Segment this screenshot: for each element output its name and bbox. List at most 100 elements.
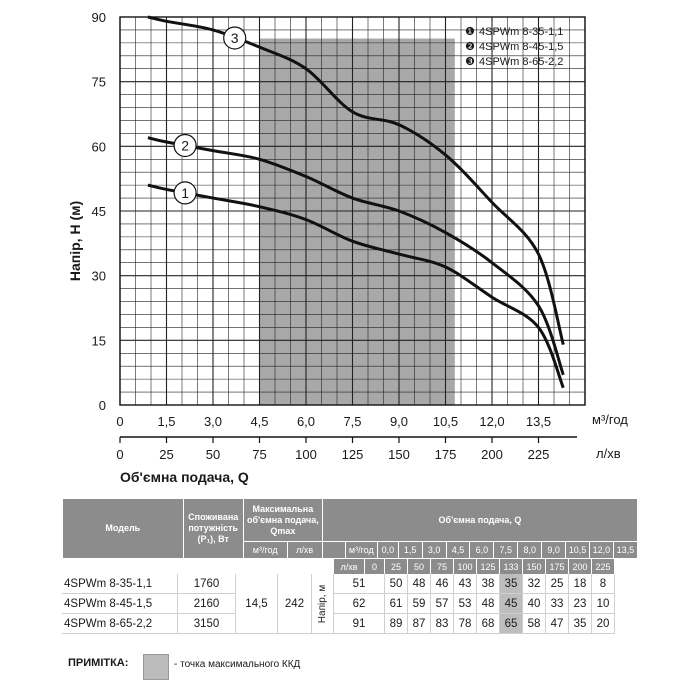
x-tick-labels-l: 0 25 50 75 100 125 150 175 200 225 [116,437,549,462]
head-value-5: 38 [477,574,500,594]
x-tick-label-m3: 3,0 [204,414,222,429]
x-tick-label-m3: 6,0 [297,414,315,429]
head-value-5: 48 [477,594,500,614]
note-text: - точка максимального ККД [174,659,301,670]
flow-l-4: 100 [454,558,477,574]
curve-marker-label-1: 1 [181,185,189,201]
flow-m3-0: 0,0 [376,541,399,559]
head-value-3: 83 [431,614,454,634]
note-swatch [143,654,169,680]
head-value-1: 50 [385,574,408,594]
flow-l-2: 50 [408,558,431,574]
x-tick-label-l: 225 [528,447,550,462]
curve-marker-label-3: 3 [231,30,239,46]
head-value-7: 58 [523,614,546,634]
head-value-6: 45 [500,594,523,614]
head-value-4: 43 [454,574,477,594]
x-tick-labels-m3: 0 1,5 3,0 4,5 6,0 7,5 9,0 10,5 12,0 13,5 [116,414,551,429]
flow-m3-8: 10,5 [565,541,590,559]
flow-m3-4: 6,0 [469,541,495,559]
x-tick-label-l: 75 [252,447,266,462]
y-tick-label: 15 [92,333,106,348]
curve-3 [147,15,565,346]
flow-l-8: 175 [546,558,569,574]
x-unit-m3-label: м³/год [592,412,628,427]
head-value-8: 33 [546,594,569,614]
x-tick-label-m3: 4,5 [250,414,268,429]
head-value-3: 57 [431,594,454,614]
x-tick-label-m3: 12,0 [479,414,504,429]
legend-bullet-3: ❸ [465,56,475,68]
head-value-6: 35 [500,574,523,594]
th-qmax-l: л/хв [286,541,323,559]
flow-m3-3: 4,5 [445,541,471,559]
row-power: 3150 [178,614,236,634]
chart-legend: ❶ 4SPWm 8-35-1,1 ❷ 4SPWm 8-45-1,5 ❸ 4SPWm 8-6… [465,26,563,68]
x-tick-label-m3: 7,5 [343,414,361,429]
curve-markers-group: 1 2 3 [173,26,247,205]
x-tick-label-l: 200 [481,447,503,462]
x-tick-label-l: 100 [295,447,317,462]
x-tick-label-l: 125 [342,447,364,462]
head-value-8: 25 [546,574,569,594]
head-value-9: 35 [569,614,592,634]
th-flow: Об'ємна подача, Q [321,498,639,542]
flow-l-10: 225 [592,558,615,574]
curve-marker-1 [173,181,197,205]
x-tick-label-l: 50 [206,447,220,462]
row-model: 4SPWm 8-45-1,5 [62,594,178,614]
y-tick-label: 75 [92,75,106,90]
head-value-3: 46 [431,574,454,594]
y-tick-label: 30 [92,269,106,284]
th-model: Модель [62,498,184,559]
y-tick-label: 45 [92,204,106,219]
flow-m3-9: 12,0 [588,541,614,559]
curve-1 [147,183,565,389]
row-model: 4SPWm 8-65-2,2 [62,614,178,634]
head-value-9: 23 [569,594,592,614]
head-value-6: 65 [500,614,523,634]
head-value-4: 78 [454,614,477,634]
head-value-4: 53 [454,594,477,614]
x-tick-label-m3: 9,0 [390,414,408,429]
flow-m3-6: 8,0 [517,541,543,559]
curves-group [147,15,565,389]
y-tick-labels: 0 15 30 45 60 75 90 [92,10,106,413]
flow-l-0: 0 [365,558,385,574]
flow-m3-5: 7,5 [493,541,519,559]
head-value-8: 47 [546,614,569,634]
flow-l-5: 125 [477,558,500,574]
head-value-7: 32 [523,574,546,594]
pump-curve-chart: 1 2 3 0 15 30 45 60 75 90 0 1,5 3,0 4,5 6,0 7,5 9,0 10,… [67,10,628,485]
y-tick-label: 60 [92,139,106,154]
head-value-0: 51 [334,574,385,594]
head-value-9: 18 [569,574,592,594]
curve-2 [147,136,565,376]
flow-l-7: 150 [523,558,546,574]
th-l: л/хв [334,558,365,574]
x-tick-label-l: 175 [435,447,457,462]
th-qmax: Максимальна об'ємна подача, Qmax [242,498,323,542]
x-tick-label-l: 0 [116,447,123,462]
y-tick-label: 90 [92,10,106,25]
head-value-2: 87 [408,614,431,634]
chart-grid [119,16,586,406]
head-value-2: 48 [408,574,431,594]
flow-m3-10: 13,5 [612,541,639,559]
flow-l-3: 75 [431,558,454,574]
qmax-m3-cell: 14,5 [236,574,278,634]
head-value-5: 68 [477,614,500,634]
row-model: 4SPWm 8-35-1,1 [62,574,178,594]
head-value-7: 40 [523,594,546,614]
row-power: 2160 [178,594,236,614]
flow-m3-2: 3,0 [421,541,447,559]
curve-marker-label-2: 2 [181,137,189,153]
head-value-1: 61 [385,594,408,614]
flow-m3-1: 1,5 [397,541,423,559]
x-tick-label-l: 25 [159,447,173,462]
spec-table: Модель Споживана потужність (Р₁), Вт Мак… [62,498,639,559]
head-label: Напір, м [316,584,328,623]
curve-marker-3 [223,26,247,50]
th-m3: м³/год [344,541,378,559]
head-label-cell: Напір, м [312,574,334,634]
